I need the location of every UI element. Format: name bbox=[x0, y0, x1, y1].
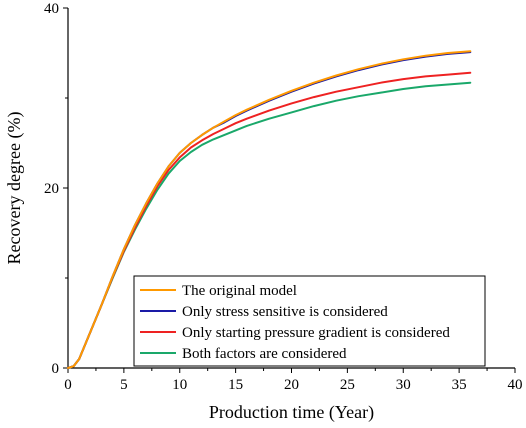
x-tick-label: 25 bbox=[340, 377, 355, 393]
x-tick-label: 40 bbox=[508, 377, 523, 393]
axes: 0 5 10 15 20 25 30 35 40 0 20 40 bbox=[44, 1, 523, 393]
y-axis-title: Recovery degree (%) bbox=[4, 112, 25, 265]
legend: The original model Only stress sensitive … bbox=[133, 275, 486, 367]
x-tick-label: 0 bbox=[64, 377, 72, 393]
x-tick-label: 30 bbox=[396, 377, 411, 393]
legend-label-only-starting-pressure-gradient-is-considered: Only starting pressure gradient is consi… bbox=[182, 325, 450, 341]
y-tick-label: 40 bbox=[44, 1, 59, 17]
x-axis-title: Production time (Year) bbox=[209, 402, 374, 423]
x-tick-label: 20 bbox=[284, 377, 299, 393]
x-tick-label: 35 bbox=[452, 377, 467, 393]
series-lines bbox=[67, 50, 472, 369]
series-line-the-original-model bbox=[67, 50, 472, 369]
x-tick-label: 15 bbox=[228, 377, 243, 393]
legend-box bbox=[133, 275, 486, 367]
legend-label-only-stress-sensitive-is-considered: Only stress sensitive is considered bbox=[182, 304, 388, 320]
x-tick-label: 5 bbox=[120, 377, 128, 393]
legend-label-the-original-model: The original model bbox=[182, 283, 297, 299]
x-tick-label: 10 bbox=[172, 377, 187, 393]
y-tick-label: 0 bbox=[52, 361, 60, 377]
legend-label-both-factors-are-considered: Both factors are considered bbox=[182, 346, 347, 362]
y-tick-label: 20 bbox=[44, 181, 59, 197]
